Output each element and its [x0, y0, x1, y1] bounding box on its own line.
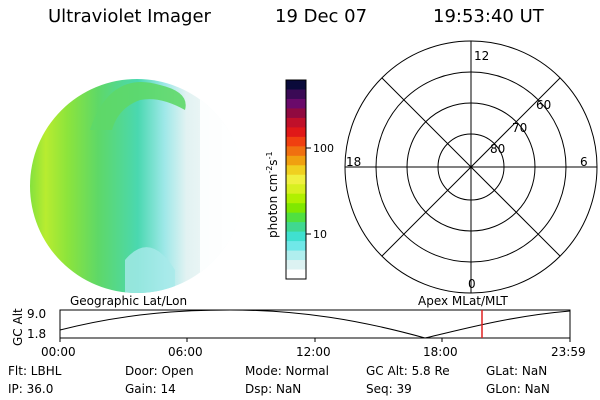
colorbar-segment — [286, 127, 306, 138]
info-gain: Gain: 14 — [125, 382, 176, 396]
colorbar-segment — [286, 80, 306, 91]
mlt-label-12: 12 — [474, 49, 489, 63]
xtick-1800: 18:00 — [423, 345, 458, 359]
svg-text:photon cm-2s-1: photon cm-2s-1 — [265, 151, 280, 238]
colorbar — [286, 80, 306, 280]
colorbar-segment — [286, 89, 306, 100]
mlat-label-60: 60 — [536, 98, 551, 112]
colorbar-segment — [286, 117, 306, 128]
apex-title: Apex MLat/MLT — [418, 294, 508, 308]
altitude-curve — [59, 309, 571, 339]
colorbar-segment — [286, 241, 306, 252]
time-label: 19:53:40 UT — [433, 6, 544, 27]
instrument-title: Ultraviolet Imager — [48, 6, 211, 27]
geographic-title: Geographic Lat/Lon — [70, 294, 188, 308]
colorbar-segment — [286, 250, 306, 261]
colorbar-segment — [286, 231, 306, 242]
altitude-timeline — [59, 309, 571, 342]
info-seq: Seq: 39 — [366, 382, 412, 396]
colorbar-tick-10: 10 — [313, 228, 327, 241]
mlt-label-0: 0 — [468, 277, 476, 291]
info-filter: Flt: LBHL — [8, 364, 62, 378]
info-gc-alt: GC Alt: 5.8 Re — [366, 364, 450, 378]
auroral-arc — [90, 82, 186, 130]
xtick-0000: 00:00 — [41, 345, 76, 359]
colorbar-segment — [286, 98, 306, 110]
colorbar-segment — [286, 193, 306, 204]
xtick-0600: 06:00 — [168, 345, 203, 359]
uv-image-disk — [30, 79, 244, 293]
mlat-label-70: 70 — [512, 121, 527, 135]
mlt-label-18: 18 — [346, 155, 361, 169]
colorbar-segment — [286, 165, 306, 176]
polar-grid — [344, 40, 598, 294]
colorbar-tick-100: 100 — [313, 142, 334, 155]
mlat-label-80: 80 — [490, 142, 505, 156]
colorbar-segment — [286, 136, 306, 147]
colorbar-segment — [286, 269, 306, 280]
colorbar-segment — [286, 184, 306, 195]
info-glat: GLat: NaN — [486, 364, 548, 378]
colorbar-segment — [286, 212, 306, 223]
colorbar-segment — [286, 222, 306, 233]
info-ip: IP: 36.0 — [8, 382, 54, 396]
colorbar-segment — [286, 174, 306, 185]
info-dsp: Dsp: NaN — [245, 382, 302, 396]
xtick-2359: 23:59 — [551, 345, 586, 359]
info-mode: Mode: Normal — [245, 364, 329, 378]
colorbar-unit-label: photon cm-2s-1 — [265, 151, 280, 238]
date-label: 19 Dec 07 — [275, 6, 368, 27]
colorbar-segment — [286, 146, 306, 157]
xtick-1200: 12:00 — [296, 345, 331, 359]
colorbar-segment — [286, 108, 306, 119]
colorbar-segment — [286, 203, 306, 214]
colorbar-segment — [286, 155, 306, 166]
colorbar-segment — [286, 260, 306, 271]
ytick-low: 1.8 — [27, 327, 47, 341]
info-glon: GLon: NaN — [486, 382, 550, 396]
timeline-ylabel: GC Alt — [11, 308, 25, 346]
ytick-high: 9.0 — [27, 307, 47, 321]
mlt-label-6: 6 — [580, 155, 588, 169]
info-door: Door: Open — [125, 364, 194, 378]
